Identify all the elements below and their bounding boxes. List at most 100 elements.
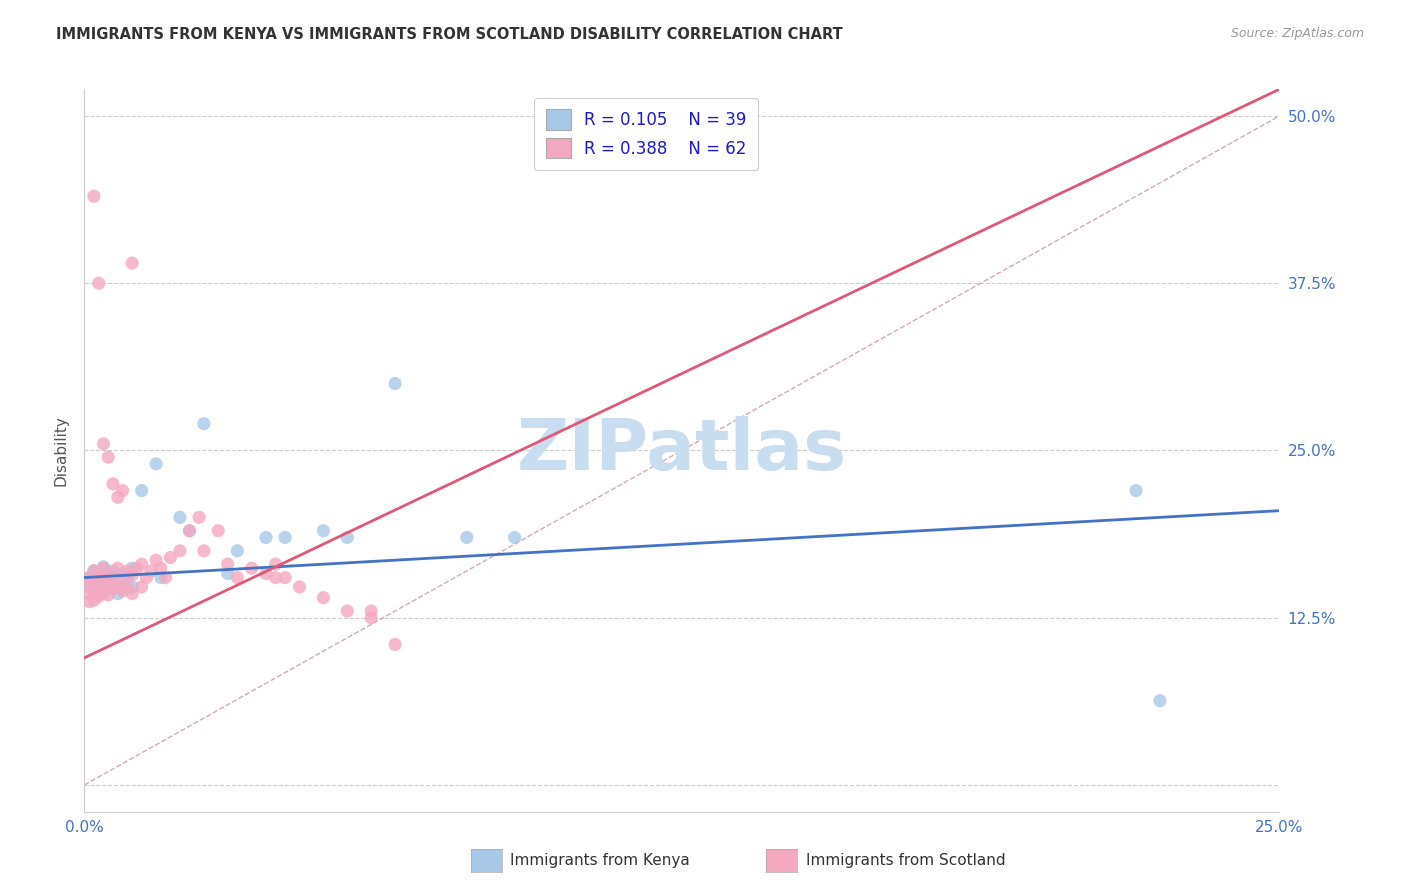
Point: [274, 530, 297, 544]
Legend: R = 0.105    N = 39, R = 0.388    N = 62: R = 0.105 N = 39, R = 0.388 N = 62: [534, 97, 758, 169]
Point: [107, 561, 129, 575]
Point: [87, 277, 110, 291]
Point: [274, 571, 297, 585]
Point: [83, 584, 105, 599]
Point: [97, 577, 120, 591]
Text: Source: ZipAtlas.com: Source: ZipAtlas.com: [1230, 27, 1364, 40]
Point: [77, 587, 100, 601]
Point: [217, 557, 239, 572]
Point: [135, 571, 157, 585]
Point: [87, 571, 110, 585]
Point: [77, 594, 100, 608]
Point: [336, 530, 359, 544]
Point: [93, 582, 115, 596]
Point: [107, 587, 129, 601]
Point: [226, 544, 249, 558]
Point: [117, 571, 139, 585]
Point: [101, 582, 124, 596]
Point: [264, 571, 287, 585]
Point: [193, 544, 215, 558]
Point: [155, 571, 177, 585]
Point: [384, 376, 406, 391]
Point: [360, 604, 382, 618]
Point: [83, 571, 105, 585]
Point: [93, 561, 115, 575]
Text: Immigrants from Scotland: Immigrants from Scotland: [806, 854, 1005, 868]
Point: [145, 553, 167, 567]
Point: [93, 437, 115, 451]
Point: [77, 577, 100, 591]
Point: [87, 584, 110, 599]
Point: [83, 564, 105, 578]
Point: [121, 568, 143, 582]
Point: [83, 584, 105, 599]
Point: [125, 561, 148, 575]
Point: [97, 588, 120, 602]
Point: [97, 571, 120, 585]
Point: [101, 571, 124, 585]
Point: [83, 189, 105, 203]
Point: [93, 560, 115, 574]
Point: [384, 637, 406, 651]
Point: [149, 561, 172, 575]
Point: [1125, 483, 1147, 498]
Point: [456, 530, 478, 544]
Point: [107, 580, 129, 594]
Y-axis label: Disability: Disability: [53, 415, 69, 486]
Point: [149, 571, 172, 585]
Point: [87, 590, 110, 604]
Point: [83, 574, 105, 589]
Point: [254, 530, 277, 544]
Point: [121, 256, 143, 270]
Point: [207, 524, 229, 538]
Point: [97, 450, 120, 465]
Point: [97, 580, 120, 594]
Point: [131, 483, 153, 498]
Point: [93, 571, 115, 585]
Point: [111, 571, 134, 585]
Point: [188, 510, 211, 524]
Point: [179, 524, 201, 538]
Point: [169, 544, 191, 558]
Point: [101, 564, 124, 578]
Text: IMMIGRANTS FROM KENYA VS IMMIGRANTS FROM SCOTLAND DISABILITY CORRELATION CHART: IMMIGRANTS FROM KENYA VS IMMIGRANTS FROM…: [56, 27, 844, 42]
Point: [131, 557, 153, 572]
Point: [141, 564, 163, 578]
Point: [77, 571, 100, 585]
Point: [145, 457, 167, 471]
Point: [97, 566, 120, 581]
Point: [101, 476, 124, 491]
Point: [83, 564, 105, 578]
Point: [1149, 694, 1171, 708]
Point: [83, 593, 105, 607]
Point: [264, 557, 287, 572]
Point: [111, 566, 134, 581]
Point: [288, 580, 311, 594]
Point: [121, 580, 143, 594]
Point: [217, 566, 239, 581]
Point: [336, 604, 359, 618]
Point: [111, 584, 134, 599]
Point: [312, 524, 335, 538]
Point: [131, 580, 153, 594]
Point: [254, 566, 277, 581]
Point: [360, 611, 382, 625]
Point: [107, 491, 129, 505]
Point: [77, 580, 100, 594]
Point: [312, 591, 335, 605]
Point: [87, 587, 110, 601]
Point: [101, 577, 124, 591]
Text: ZIPatlas: ZIPatlas: [517, 416, 846, 485]
Text: Immigrants from Kenya: Immigrants from Kenya: [510, 854, 690, 868]
Point: [240, 561, 263, 575]
Point: [503, 530, 526, 544]
Point: [117, 564, 139, 578]
Point: [87, 566, 110, 581]
Point: [111, 483, 134, 498]
Point: [87, 580, 110, 594]
Point: [111, 582, 134, 596]
Point: [117, 580, 139, 594]
Point: [169, 510, 191, 524]
Point: [226, 571, 249, 585]
Point: [77, 571, 100, 585]
